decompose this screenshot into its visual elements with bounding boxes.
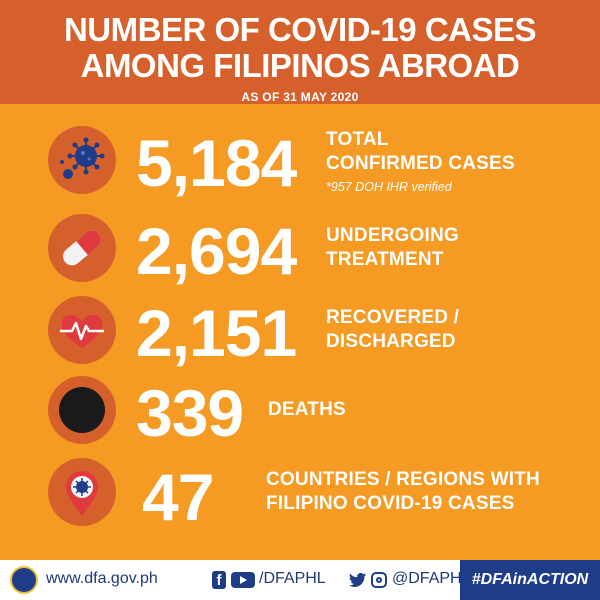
title-line-2: AMONG FILIPINOS ABROAD — [80, 47, 520, 84]
stat-label-line2: TREATMENT — [326, 249, 444, 270]
instagram-icon[interactable] — [371, 572, 387, 588]
stat-value: 2,151 — [136, 296, 297, 370]
stat-label-line2: FILIPINO COVID-19 CASES — [266, 493, 515, 514]
stat-label-line1: RECOVERED / — [326, 307, 460, 328]
stat-label-line1: UNDERGOING — [326, 225, 459, 246]
stat-label-line2: CONFIRMED CASES — [326, 153, 515, 174]
twitter-instagram-handle[interactable]: @DFAPHL — [392, 570, 470, 588]
stat-value: 47 — [142, 460, 214, 534]
twitter-icon[interactable] — [349, 572, 367, 588]
website-link[interactable]: www.dfa.gov.ph — [46, 570, 158, 588]
stat-label-line1: TOTAL — [326, 129, 389, 150]
stat-value: 339 — [136, 376, 244, 450]
website-text: www.dfa.gov.ph — [46, 570, 158, 587]
facebook-icon[interactable]: f — [212, 571, 226, 589]
stat-row-total: 5,184 TOTAL CONFIRMED CASES *957 DOH IHR… — [0, 124, 600, 204]
footer-bar: www.dfa.gov.ph f /DFAPHL @DFAPHL #DFAinA… — [0, 560, 600, 600]
facebook-youtube-handle[interactable]: /DFAPHL — [259, 570, 326, 588]
dfa-seal-icon — [10, 566, 38, 594]
stat-label-line2: DISCHARGED — [326, 331, 456, 352]
stat-row-deaths: 339 DEATHS — [0, 376, 600, 456]
stat-row-countries: 47 COUNTRIES / REGIONS WITH FILIPINO COV… — [0, 456, 600, 536]
map-pin-virus-icon — [48, 458, 116, 526]
black-circle-icon — [48, 376, 116, 444]
pill-icon — [48, 214, 116, 282]
stat-row-treatment: 2,694 UNDERGOING TREATMENT — [0, 214, 600, 294]
stat-note: *957 DOH IHR verified — [326, 180, 452, 194]
facebook-youtube-handle-text: /DFAPHL — [259, 570, 326, 587]
heartbeat-icon — [48, 296, 116, 364]
header-banner: NUMBER OF COVID-19 CASES AMONG FILIPINOS… — [0, 0, 600, 104]
stat-label-line1: DEATHS — [268, 399, 346, 420]
twitter-instagram-handle-text: @DFAPHL — [392, 570, 471, 587]
stat-label-line1: COUNTRIES / REGIONS WITH — [266, 469, 540, 490]
title-line-1: NUMBER OF COVID-19 CASES — [63, 11, 537, 48]
stat-row-recovered: 2,151 RECOVERED / DISCHARGED — [0, 296, 600, 376]
hashtag-badge: #DFAinACTION — [460, 560, 600, 600]
virus-icon — [48, 126, 116, 194]
stat-value: 5,184 — [136, 126, 297, 200]
stat-value: 2,694 — [136, 214, 297, 288]
youtube-icon[interactable] — [231, 572, 255, 588]
date-subtitle: AS OF 31 MAY 2020 — [241, 90, 359, 104]
